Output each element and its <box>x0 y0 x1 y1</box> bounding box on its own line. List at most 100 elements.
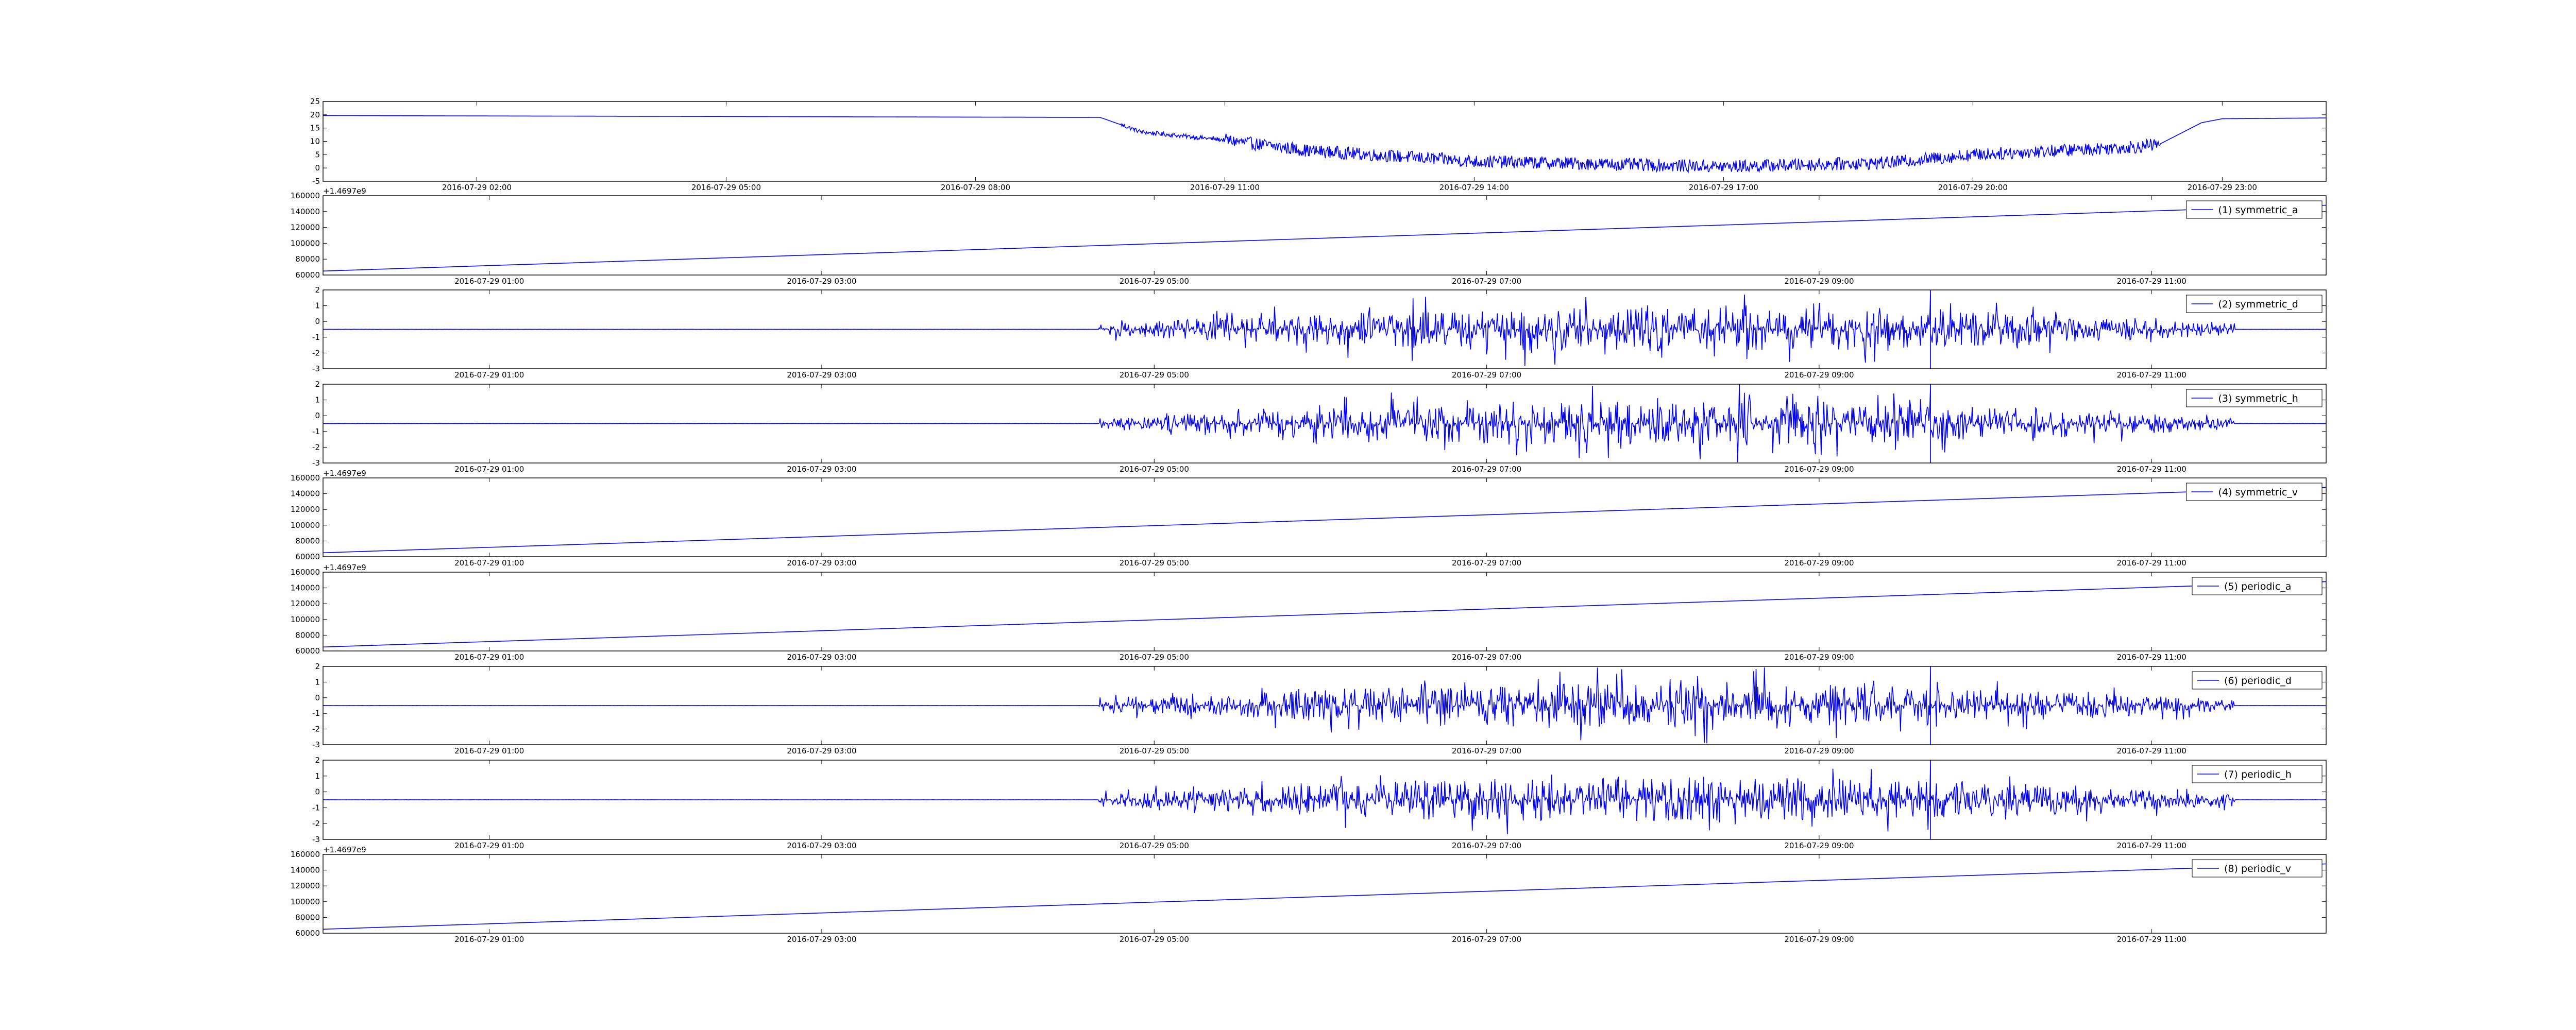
x-tick-label: 2016-07-29 05:00 <box>1120 465 1189 474</box>
y-tick-label: 25 <box>310 97 320 106</box>
x-tick-label: 2016-07-29 03:00 <box>787 653 856 662</box>
legend-label: (7) periodic_h <box>2224 769 2292 780</box>
y-offset-label: +1.4697e9 <box>323 563 366 572</box>
x-tick-label: 2016-07-29 08:00 <box>941 183 1010 192</box>
legend-label: (8) periodic_v <box>2224 863 2291 874</box>
x-tick-label: 2016-07-29 07:00 <box>1452 277 1521 286</box>
subplot-1: 25 20 15 10 5 0 -5 2016-07-29 02:00 2016-07-29 0… <box>310 97 2327 192</box>
x-tick-label: 2016-07-29 01:00 <box>454 465 524 474</box>
x-tick-label: 2016-07-29 11:00 <box>2117 653 2187 662</box>
x-tick-label: 2016-07-29 05:00 <box>1120 558 1189 568</box>
x-tick-label: 2016-07-29 03:00 <box>787 558 856 568</box>
legend-label: (3) symmetric_h <box>2218 393 2298 404</box>
y-tick-label: 20 <box>310 110 320 119</box>
series-line <box>323 666 2326 745</box>
subplot-4: 2 1 0 -1 -2 -3 2016-07-29 01:00 2016-07-29 03:0… <box>312 380 2327 474</box>
y-tick-label: -3 <box>312 364 320 373</box>
x-tick-label: 2016-07-29 07:00 <box>1452 935 1521 944</box>
y-tick-label: 2 <box>315 662 320 671</box>
x-tick-label: 2016-07-29 11:00 <box>2117 841 2187 850</box>
legend-label: (2) symmetric_d <box>2218 299 2298 310</box>
x-tick-label: 2016-07-29 03:00 <box>787 465 856 474</box>
y-tick-label: 140000 <box>291 489 320 499</box>
legend: (5) periodic_a <box>2192 577 2323 595</box>
x-tick-label: 2016-07-29 03:00 <box>787 277 856 286</box>
subplot-8: 2 1 0 -1 -2 -3 2016-07-29 01:00 2016-07-29 03:0… <box>312 756 2327 850</box>
legend: (6) periodic_d <box>2192 671 2323 690</box>
x-tick-label: 2016-07-29 05:00 <box>1120 653 1189 662</box>
y-tick-label: 160000 <box>291 850 320 859</box>
y-tick-label: 80000 <box>295 536 320 545</box>
legend: (7) periodic_h <box>2192 765 2323 783</box>
x-tick-label: 2016-07-29 07:00 <box>1452 465 1521 474</box>
y-tick-label: 120000 <box>291 881 320 890</box>
x-tick-label: 2016-07-29 01:00 <box>454 653 524 662</box>
y-tick-label: 1 <box>315 301 320 311</box>
series-line <box>323 760 2326 839</box>
y-tick-label: -5 <box>312 177 320 186</box>
x-tick-label: 2016-07-29 17:00 <box>1689 183 1758 192</box>
x-tick-label: 2016-07-29 09:00 <box>1784 935 1854 944</box>
y-tick-label: 140000 <box>291 866 320 875</box>
subplot-9: 160000 140000 120000 100000 80000 60000 2016-0… <box>291 845 2327 944</box>
legend: (3) symmetric_h <box>2186 389 2323 407</box>
axes-frame <box>323 666 2327 745</box>
y-tick-label: 0 <box>315 693 320 702</box>
x-tick-label: 2016-07-29 05:00 <box>1120 746 1189 756</box>
y-tick-label: 80000 <box>295 630 320 640</box>
x-tick-label: 2016-07-29 14:00 <box>1439 183 1509 192</box>
x-tick-label: 2016-07-29 03:00 <box>787 935 856 944</box>
y-tick-label: 80000 <box>295 254 320 264</box>
y-tick-label: 2 <box>315 756 320 765</box>
x-tick-label: 2016-07-29 03:00 <box>787 370 856 380</box>
y-tick-label: 60000 <box>295 929 320 938</box>
y-tick-label: -2 <box>312 819 320 828</box>
subplot-6: 160000 140000 120000 100000 80000 60000 2016-0… <box>291 563 2327 662</box>
axes-frame <box>323 289 2327 369</box>
y-tick-label: 60000 <box>295 270 320 280</box>
y-tick-label: 2 <box>315 380 320 389</box>
y-tick-label: -1 <box>312 709 320 718</box>
subplot-5: 160000 140000 120000 100000 80000 60000 2016-0… <box>291 469 2327 568</box>
y-tick-label: 15 <box>310 124 320 133</box>
subplot-3: 2 1 0 -1 -2 -3 2016-07-29 01:00 2016-07-29 03:0… <box>312 285 2327 380</box>
x-tick-label: 2016-07-29 11:00 <box>1190 183 1260 192</box>
y-tick-label: 100000 <box>291 897 320 906</box>
legend-label: (1) symmetric_a <box>2218 204 2298 216</box>
x-tick-label: 2016-07-29 07:00 <box>1452 841 1521 850</box>
legend-label: (6) periodic_d <box>2224 675 2292 686</box>
y-tick-label: -1 <box>312 427 320 436</box>
y-offset-label: +1.4697e9 <box>323 469 366 478</box>
y-tick-label: 120000 <box>291 223 320 232</box>
legend-label: (4) symmetric_v <box>2218 487 2298 498</box>
y-tick-label: 160000 <box>291 568 320 577</box>
x-tick-label: 2016-07-29 11:00 <box>2117 935 2187 944</box>
x-tick-label: 2016-07-29 11:00 <box>2117 465 2187 474</box>
y-tick-label: 60000 <box>295 646 320 656</box>
subplot-7: 2 1 0 -1 -2 -3 2016-07-29 01:00 2016-07-29 03:0… <box>312 662 2327 756</box>
x-tick-label: 2016-07-29 09:00 <box>1784 746 1854 756</box>
axes-frame <box>323 854 2327 934</box>
series-line <box>323 863 2326 930</box>
y-tick-label: 140000 <box>291 207 320 216</box>
y-tick-label: 1 <box>315 677 320 686</box>
x-tick-label: 2016-07-29 09:00 <box>1784 465 1854 474</box>
x-tick-label: 2016-07-29 11:00 <box>2117 746 2187 756</box>
y-tick-label: 0 <box>315 411 320 420</box>
y-tick-label: 80000 <box>295 913 320 922</box>
y-tick-label: -2 <box>312 442 320 452</box>
x-tick-label: 2016-07-29 09:00 <box>1784 653 1854 662</box>
y-tick-label: 0 <box>315 163 320 173</box>
y-tick-label: -1 <box>312 803 320 812</box>
y-tick-label: -2 <box>312 348 320 357</box>
series-line <box>323 487 2326 554</box>
x-tick-label: 2016-07-29 11:00 <box>2117 370 2187 380</box>
y-tick-label: -3 <box>312 835 320 844</box>
y-tick-label: 160000 <box>291 473 320 483</box>
x-tick-label: 2016-07-29 09:00 <box>1784 558 1854 568</box>
y-tick-label: 140000 <box>291 583 320 593</box>
y-tick-label: 10 <box>310 137 320 146</box>
x-tick-label: 2016-07-29 01:00 <box>454 746 524 756</box>
y-tick-label: 100000 <box>291 238 320 248</box>
